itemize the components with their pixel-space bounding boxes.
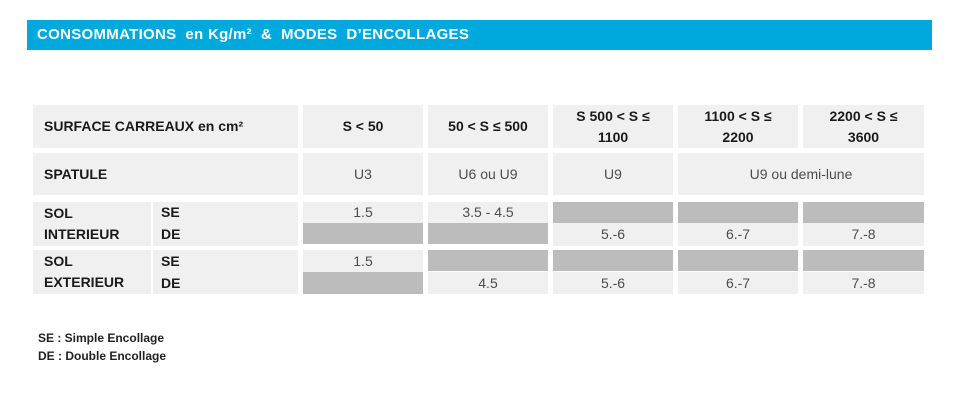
empty-cell	[553, 250, 673, 271]
sol-label-line2: INTERIEUR	[44, 226, 120, 242]
header-surface-label: SURFACE CARREAUX en cm²	[33, 105, 298, 148]
sol-interieur-de-value: 5.-6	[553, 223, 673, 246]
empty-cell	[553, 202, 673, 223]
page-title: CONSOMMATIONS en Kg/m² & MODES D’ENCOLLA…	[27, 20, 932, 50]
sol-exterieur-se-value: 1.5	[303, 250, 423, 272]
spatule-label: SPATULE	[33, 153, 298, 195]
header-col-1: S < 50	[303, 105, 423, 148]
empty-cell	[803, 202, 924, 223]
legend-de: DE : Double Encollage	[38, 349, 167, 363]
empty-cell	[428, 250, 548, 271]
sol-interieur-se-value: 3.5 - 4.5	[428, 202, 548, 223]
empty-cell	[303, 223, 423, 244]
de-label: DE	[153, 272, 298, 294]
se-label: SE	[153, 250, 298, 272]
spatule-value: U3	[303, 153, 423, 195]
spatule-value: U9	[553, 153, 673, 195]
sol-exterieur-de-value: 5.-6	[553, 272, 673, 294]
header-col-2: 50 < S ≤ 500	[428, 105, 548, 148]
sol-exterieur-de-value: 7.-8	[803, 272, 924, 294]
header-col-5: 2200 < S ≤ 3600	[803, 105, 924, 148]
sol-interieur-de-value: 7.-8	[803, 223, 924, 246]
se-label: SE	[153, 202, 298, 223]
legend-se: SE : Simple Encollage	[38, 331, 165, 345]
empty-cell	[303, 272, 423, 294]
empty-cell	[428, 223, 548, 244]
sol-label-line2: EXTERIEUR	[44, 274, 125, 290]
sol-exterieur-de-value: 4.5	[428, 272, 548, 294]
sol-interieur-se-value: 1.5	[303, 202, 423, 223]
spatule-value: U6 ou U9	[428, 153, 548, 195]
sol-label-line1: SOL	[44, 205, 73, 221]
sol-interieur-label: SOL INTERIEUR	[33, 202, 151, 246]
de-label: DE	[153, 223, 298, 246]
sol-label-line1: SOL	[44, 253, 73, 269]
spatule-value: U9 ou demi-lune	[678, 153, 924, 195]
sol-exterieur-de-value: 6.-7	[678, 272, 798, 294]
sol-exterieur-label: SOL EXTERIEUR	[33, 250, 151, 294]
empty-cell	[803, 250, 924, 271]
empty-cell	[678, 202, 798, 223]
sol-interieur-de-value: 6.-7	[678, 223, 798, 246]
header-col-3: S 500 < S ≤ 1100	[553, 105, 673, 148]
header-col-4: 1100 < S ≤ 2200	[678, 105, 798, 148]
empty-cell	[678, 250, 798, 271]
